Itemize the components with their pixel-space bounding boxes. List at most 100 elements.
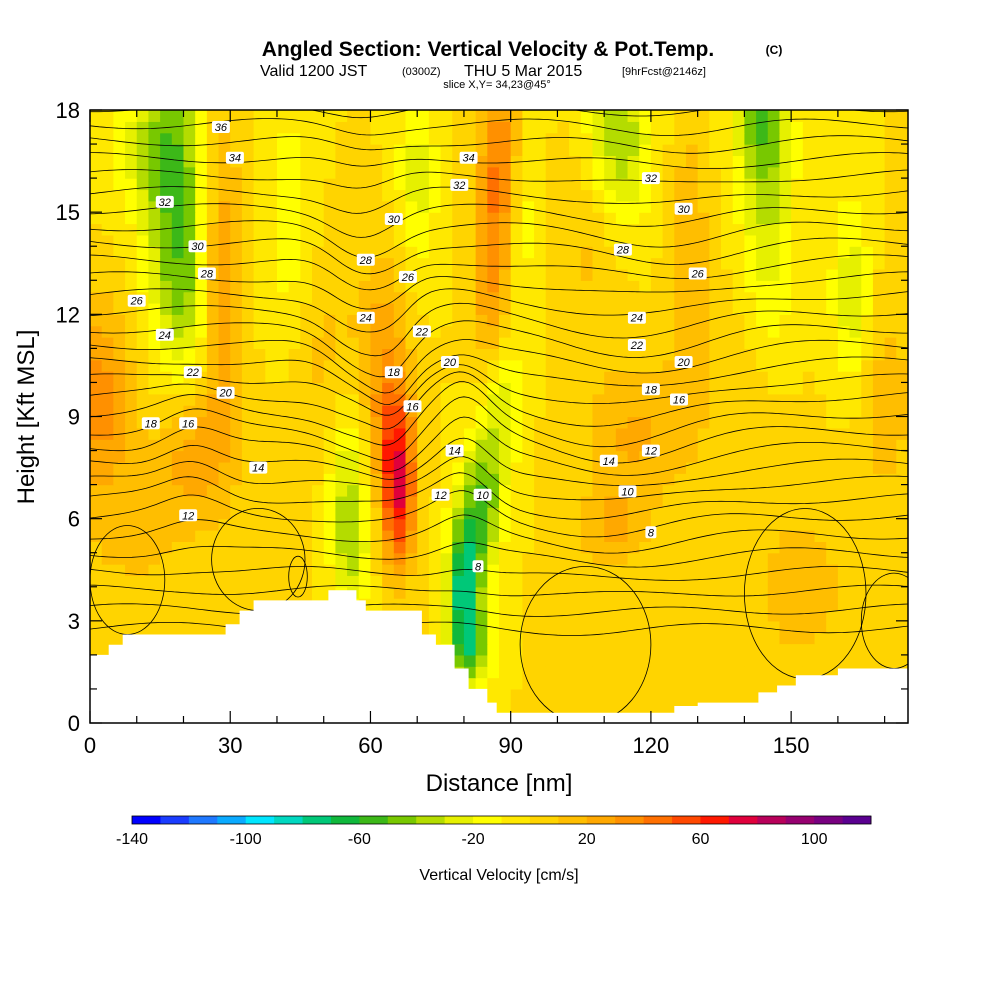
heatmap-cell [814, 371, 827, 384]
heatmap-cell [650, 518, 664, 531]
heatmap-cell [265, 155, 278, 168]
heatmap-cell [136, 473, 150, 486]
heatmap-cell [639, 280, 652, 293]
heatmap-cell [113, 484, 126, 497]
heatmap-cell [884, 609, 897, 622]
heatmap-cell [195, 302, 208, 315]
heatmap-cell [218, 280, 231, 293]
heatmap-cell [814, 473, 827, 486]
heatmap-cell [510, 507, 523, 520]
heatmap-cell [113, 325, 126, 338]
heatmap-cell [113, 586, 126, 599]
heatmap-cell [802, 620, 816, 633]
heatmap-cell [358, 246, 372, 259]
heatmap-cell [452, 132, 465, 145]
heatmap-cell [534, 393, 547, 406]
heatmap-cell [463, 314, 477, 327]
heatmap-cell [580, 110, 594, 122]
theta-contour-label: 14 [252, 463, 264, 475]
heatmap-cell [580, 166, 594, 179]
heatmap-cell [323, 382, 336, 395]
theta-contour-label: 32 [645, 173, 657, 185]
heatmap-cell [241, 439, 255, 452]
heatmap-cell [90, 280, 103, 293]
heatmap-cell [218, 609, 231, 622]
heatmap-cell [721, 495, 734, 508]
heatmap-cell [312, 325, 325, 338]
heatmap-cell [405, 439, 418, 452]
heatmap-cell [709, 200, 722, 213]
heatmap-cell [160, 155, 173, 168]
heatmap-cell [183, 427, 196, 440]
heatmap-cell [662, 473, 675, 486]
heatmap-cell [463, 189, 477, 202]
heatmap-cell [814, 325, 827, 338]
heatmap-cell [440, 507, 453, 520]
heatmap-cell [721, 461, 734, 474]
heatmap-cell [615, 495, 629, 508]
heatmap-cell [662, 382, 675, 395]
heatmap-cell [487, 144, 500, 157]
heatmap-cell [615, 257, 629, 270]
heatmap-cell [218, 166, 231, 179]
heatmap-cell [650, 677, 664, 690]
heatmap-cell [230, 564, 243, 577]
heatmap-cell [428, 439, 442, 452]
heatmap-cell [148, 371, 161, 384]
heatmap-cell [230, 371, 243, 384]
heatmap-cell [510, 393, 523, 406]
heatmap-cell [861, 166, 874, 179]
heatmap-cell [791, 598, 804, 611]
heatmap-cell [160, 337, 173, 349]
heatmap-cell [347, 405, 360, 418]
theta-contour-line [90, 302, 908, 357]
heatmap-cell [510, 518, 523, 531]
heatmap-cell [136, 371, 150, 384]
heatmap-cell [814, 382, 827, 395]
heatmap-cell [837, 518, 851, 531]
heatmap-cell [276, 110, 290, 122]
heatmap-cell [674, 166, 687, 179]
heatmap-cell [276, 302, 290, 315]
heatmap-cell [627, 144, 640, 157]
heatmap-cell [510, 666, 523, 679]
heatmap-cell [779, 200, 792, 213]
heatmap-cell [744, 200, 757, 213]
theta-contour-label-bg [384, 213, 403, 225]
heatmap-cell [335, 405, 348, 418]
heatmap-cell [183, 348, 196, 361]
heatmap-cell [499, 495, 512, 508]
heatmap-cell [160, 416, 173, 429]
heatmap-cell [218, 552, 231, 565]
heatmap-cell [510, 212, 523, 225]
heatmap-cell [230, 223, 243, 236]
heatmap-cell [382, 337, 395, 349]
heatmap-cell [463, 495, 477, 508]
heatmap-cell [475, 234, 488, 247]
heatmap-cell [522, 575, 535, 588]
heatmap-cell [183, 382, 196, 395]
heatmap-cell [837, 484, 851, 497]
heatmap-cell [767, 552, 781, 565]
heatmap-cell [779, 178, 792, 191]
heatmap-cell [545, 223, 559, 236]
heatmap-cell [323, 291, 336, 304]
heatmap-cell [884, 371, 897, 384]
heatmap-cell [230, 121, 243, 134]
heatmap-cell [615, 427, 629, 440]
heatmap-cell [814, 598, 827, 611]
colorbar-swatch [643, 816, 673, 824]
heatmap-cell [802, 439, 816, 452]
heatmap-cell [872, 110, 886, 122]
heatmap-cell [522, 439, 535, 452]
heatmap-cell [358, 473, 372, 486]
heatmap-cell [709, 314, 722, 327]
heatmap-cell [697, 166, 710, 179]
colorbar-swatch [245, 816, 275, 824]
heatmap-cell [417, 337, 430, 349]
heatmap-cell [557, 212, 570, 225]
heatmap-cell [896, 200, 908, 213]
heatmap-cell [230, 461, 243, 474]
heatmap-cell [358, 518, 372, 531]
heatmap-cell [347, 382, 360, 395]
